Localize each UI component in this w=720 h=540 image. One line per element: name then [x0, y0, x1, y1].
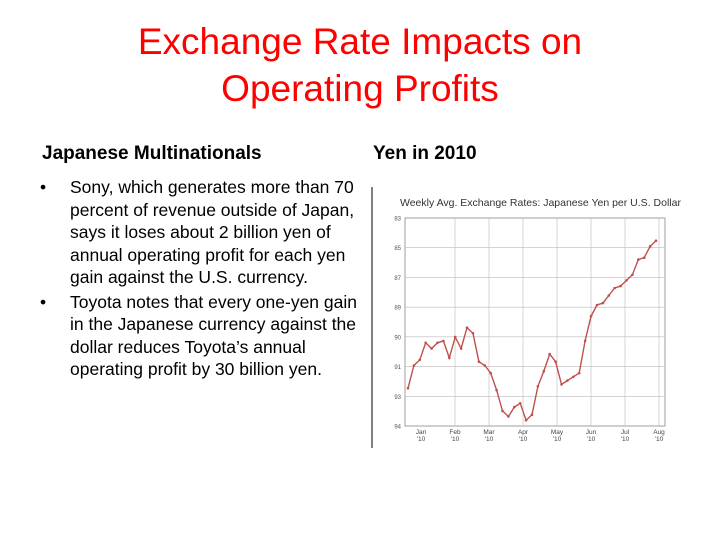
y-tick-label: 94 — [394, 425, 401, 431]
data-point — [406, 386, 410, 390]
chart-title: Weekly Avg. Exchange Rates: Japanese Yen… — [400, 197, 681, 209]
data-point — [507, 415, 510, 418]
data-point — [601, 301, 605, 305]
data-point — [530, 413, 534, 416]
bullet-toyota: Toyota notes that every one-yen gain in … — [40, 291, 360, 381]
data-point — [637, 258, 640, 261]
x-tick-sublabel: '10 — [417, 436, 426, 443]
title-line-1: Exchange Rate Impacts on — [137, 21, 583, 62]
data-point — [430, 347, 433, 350]
data-point — [583, 339, 587, 343]
data-point — [577, 371, 581, 375]
data-point — [513, 405, 516, 409]
exchange-rate-chart: Weekly Avg. Exchange Rates: Japanese Yen… — [370, 185, 690, 450]
data-point — [631, 273, 634, 276]
plot-frame — [404, 217, 666, 427]
y-tick-label: 93 — [394, 395, 401, 401]
x-tick-label: Feb — [449, 429, 461, 436]
data-point — [424, 341, 427, 345]
chart-svg: Weekly Avg. Exchange Rates: Japanese Yen… — [371, 187, 681, 448]
bullet-list: Sony, which generates more than 70 perce… — [40, 176, 360, 383]
y-tick-label: 89 — [394, 306, 401, 312]
data-point — [648, 245, 652, 248]
x-tick-sublabel: '10 — [655, 436, 664, 443]
x-tick-sublabel: '10 — [451, 436, 460, 443]
data-point — [536, 385, 540, 388]
data-point — [436, 341, 439, 345]
data-point — [542, 369, 546, 373]
y-tick-label: 91 — [394, 365, 401, 371]
right-heading: Yen in 2010 — [373, 143, 477, 164]
title-line-2: Operating Profits — [221, 68, 499, 109]
series-line — [407, 240, 657, 422]
data-point — [607, 294, 611, 297]
data-point — [471, 332, 475, 335]
data-point — [613, 286, 616, 290]
bullet-sony: Sony, which generates more than 70 perce… — [40, 176, 360, 289]
data-point — [619, 284, 622, 288]
data-point — [595, 303, 599, 307]
data-point — [625, 279, 628, 282]
data-point — [495, 388, 498, 392]
y-tick-label: 83 — [394, 217, 401, 223]
x-tick-label: May — [551, 429, 564, 436]
data-point — [524, 419, 528, 422]
x-tick-sublabel: '10 — [519, 436, 528, 443]
x-tick-sublabel: '10 — [587, 436, 596, 443]
data-point — [518, 402, 522, 405]
data-point — [566, 379, 569, 382]
x-tick-label: Jun — [586, 429, 597, 436]
x-tick-sublabel: '10 — [621, 436, 630, 443]
data-point — [501, 409, 504, 413]
y-tick-label: 85 — [394, 246, 401, 252]
x-tick-sublabel: '10 — [553, 436, 562, 443]
data-point — [465, 326, 469, 329]
x-tick-label: Jan — [416, 429, 427, 436]
slide-title: Exchange Rate Impacts on Operating Profi… — [60, 18, 660, 112]
x-tick-label: Jul — [621, 429, 630, 436]
data-point — [654, 239, 658, 242]
data-point — [448, 356, 451, 360]
data-point — [477, 360, 481, 363]
data-point — [589, 315, 593, 318]
data-point — [442, 339, 445, 343]
data-point — [459, 347, 463, 350]
x-tick-sublabel: '10 — [485, 436, 494, 443]
left-heading: Japanese Multinationals — [42, 143, 262, 164]
data-point — [554, 360, 557, 363]
data-point — [489, 371, 492, 375]
data-point — [453, 335, 457, 339]
data-point — [560, 383, 563, 386]
data-point — [483, 364, 487, 367]
data-point — [548, 352, 551, 356]
x-tick-label: Mar — [483, 429, 495, 436]
y-tick-label: 87 — [394, 276, 401, 282]
data-point — [418, 358, 422, 362]
x-tick-label: Apr — [518, 429, 529, 436]
data-point — [572, 375, 575, 379]
data-point — [642, 256, 646, 259]
data-point — [412, 364, 416, 367]
y-tick-label: 90 — [394, 335, 401, 341]
x-tick-label: Aug — [653, 429, 665, 436]
